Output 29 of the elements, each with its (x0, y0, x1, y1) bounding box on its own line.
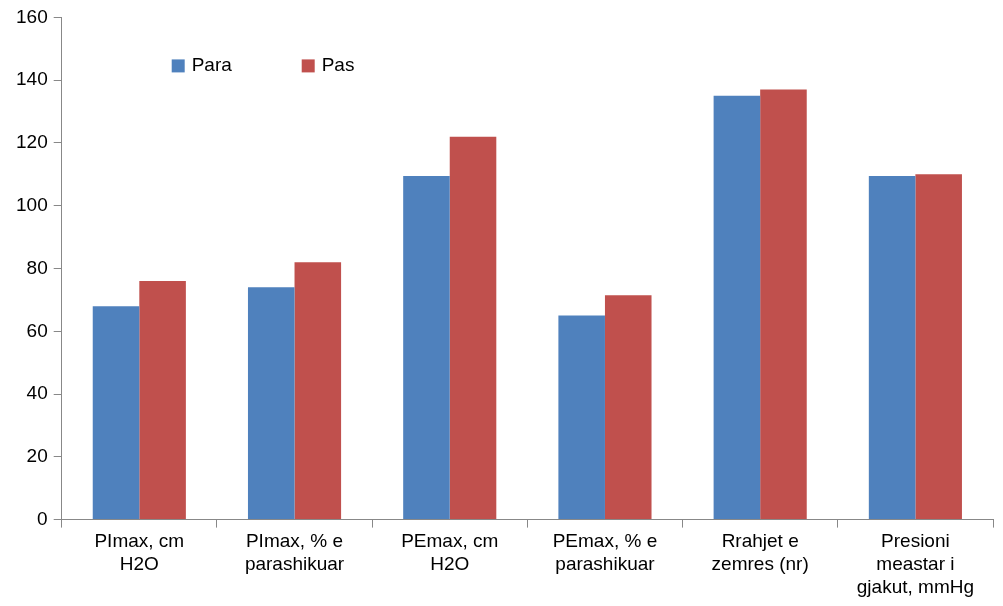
y-tick-label: 120 (16, 131, 48, 153)
bar (604, 295, 652, 520)
bar (915, 174, 962, 520)
y-tick-label: 100 (16, 193, 48, 215)
bar (558, 315, 605, 520)
bar (92, 306, 140, 520)
legend-label: Para (191, 53, 233, 75)
bar (713, 95, 761, 520)
y-tick-label: 80 (26, 256, 48, 278)
y-tick-label: 40 (26, 382, 48, 404)
y-tick-label: 140 (16, 68, 48, 90)
x-tick-label: PImax, cm H2O (94, 530, 185, 575)
y-tick-label: 60 (26, 319, 48, 341)
bar (403, 175, 450, 520)
bar (247, 287, 295, 520)
x-tick-label: Presioni meastar i gjakut, mmHg (856, 530, 974, 597)
x-tick-label: PEmax, cm H2O (401, 530, 499, 575)
bar (294, 262, 342, 520)
y-tick-label: 0 (37, 507, 48, 529)
y-tick-label: 160 (16, 5, 48, 27)
y-tick-label: 20 (26, 445, 48, 467)
bar (760, 89, 807, 520)
legend-label: Pas (321, 53, 355, 75)
bar (868, 175, 916, 520)
bar (139, 281, 186, 520)
bar (449, 136, 497, 520)
x-tick-label: Rrahjet e zemres (nr) (711, 530, 809, 575)
x-tick-label: PImax, % e parashikuar (244, 530, 345, 575)
x-tick-label: PEmax, % e parashikuar (552, 530, 658, 575)
